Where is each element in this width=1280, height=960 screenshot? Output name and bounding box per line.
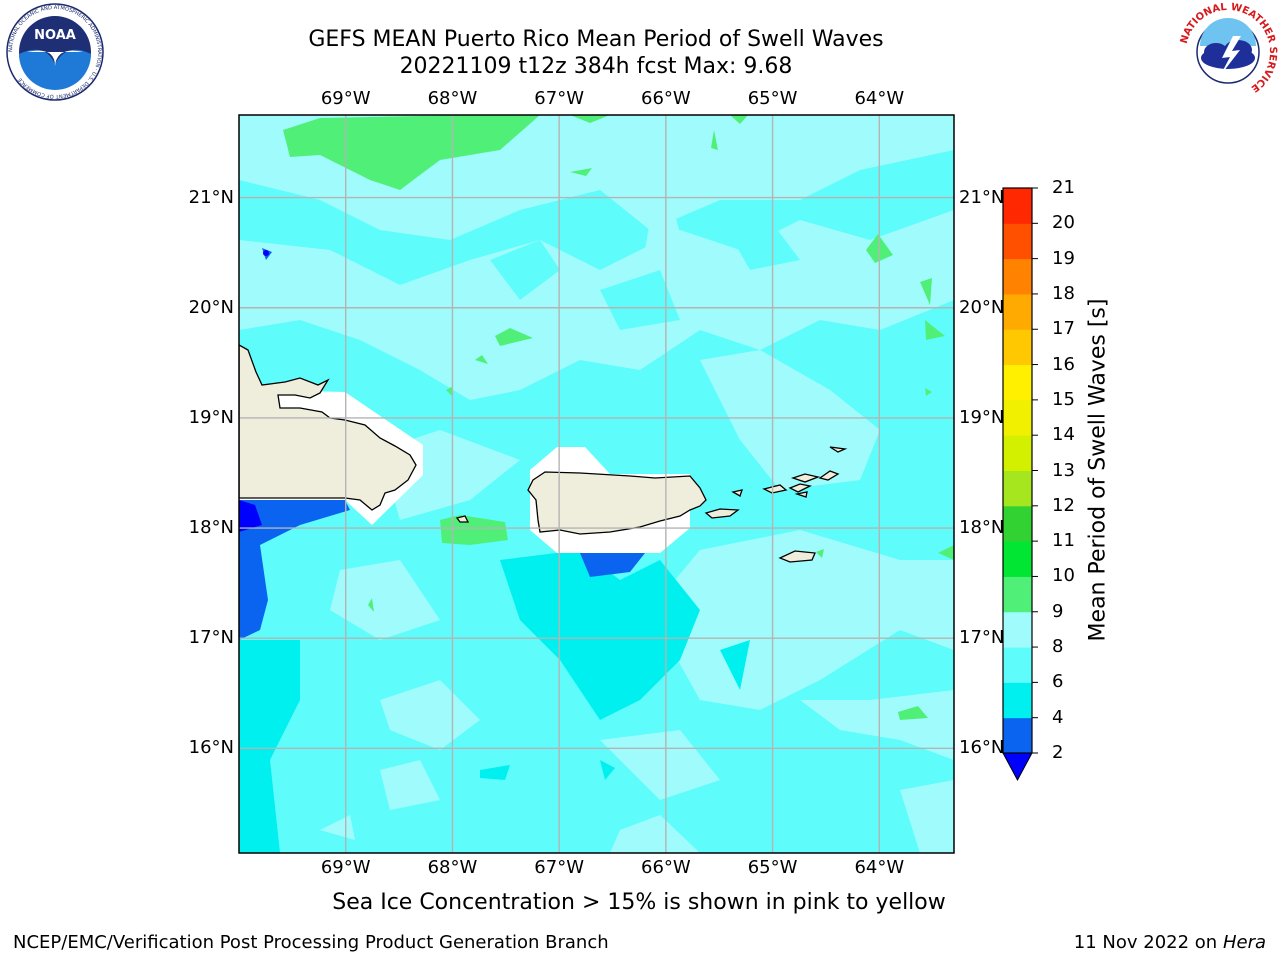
vieques-island [704,508,740,519]
colorbar-band [1003,611,1032,648]
chart-subtitle-run: 20221109 t12z 384h fcst Max: 9.68 [399,54,793,79]
swell-4-6s-zones [239,550,750,853]
longitude-label-bottom: 64°W [854,857,905,878]
latitude-label-left: 16°N [188,737,234,759]
colorbar-band [1003,223,1032,260]
gridlines [239,115,954,853]
colorbar-band [1003,505,1032,542]
footer-host: Hera [1222,932,1266,953]
colorbar-tick-label: 9 [1052,600,1064,622]
colorbar-title: Mean Period of Swell Waves [s] [1085,298,1111,642]
colorbar-tick-label: 19 [1052,247,1075,269]
latitude-label-left: 19°N [188,406,234,428]
colorbar-tick-label: 20 [1052,212,1075,234]
st-thomas-island [762,484,788,494]
latitude-label-right: 20°N [959,296,1005,318]
anegada-island [829,446,848,453]
colorbar-band [1003,364,1032,401]
culebra-island [731,489,743,497]
land-masses [239,344,848,563]
colorbar-band [1003,682,1032,719]
colorbar [1002,187,1038,782]
colorbar-band [1003,541,1032,577]
colorbar-band [1003,188,1032,224]
colorbar-band [1003,576,1032,613]
puerto-rico-landmass [527,471,707,535]
swell-9-10s-patches [283,115,954,720]
colorbar-band [1003,717,1032,754]
footer-date: 11 Nov 2022 on Hera [1074,932,1266,953]
colorbar-band [1003,258,1032,295]
colorbar-tick-label: 8 [1052,636,1064,658]
desecheo-island [455,515,470,523]
colorbar-band [1003,329,1032,366]
colorbar-band [1003,293,1032,330]
virgin-gorda-island [818,470,840,481]
latitude-label-right: 19°N [959,406,1005,428]
latitude-label-left: 20°N [188,296,234,318]
noaa-logo: NATIONAL OCEANIC AND ATMOSPHERIC ADMINIS… [6,3,104,101]
longitude-label-top: 69°W [320,88,371,109]
longitude-label-top: 65°W [747,88,798,109]
chart-title: GEFS MEAN Puerto Rico Mean Period of Swe… [308,27,884,52]
colorbar-band [1003,435,1032,471]
longitude-label-top: 64°W [854,88,905,109]
colorbar-band [1003,470,1032,507]
colorbar-tick-label: 2 [1052,742,1064,763]
north-islet [794,491,808,498]
longitude-label-bottom: 67°W [534,857,584,878]
latitude-label-right: 18°N [959,517,1005,539]
latitude-label-right: 17°N [959,627,1005,649]
st-croix-island [778,550,816,563]
footer-credit: NCEP/EMC/Verification Post Processing Pr… [13,932,609,953]
tortola-island [790,473,821,483]
map-frame [238,114,955,854]
longitude-label-top: 66°W [641,88,691,109]
colorbar-tick-label: 16 [1052,353,1075,375]
noaa-logo-text: NOAA [34,28,76,43]
colorbar-tick-label: 6 [1052,671,1064,693]
colorbar-tick-label: 14 [1052,424,1075,446]
colorbar-band [1003,647,1032,683]
swell-6-8s-patches [239,180,800,330]
colorbar-tick-label: 11 [1052,530,1075,552]
longitude-label-bottom: 69°W [320,857,371,878]
swell-below-2s-zones [239,250,269,532]
nws-logo: NATIONAL WEATHER SERVICE [1179,2,1278,100]
longitude-label-top: 68°W [427,88,478,109]
colorbar-under-triangle [1002,752,1033,782]
latitude-label-left: 17°N [188,627,234,649]
colorbar-frame [1002,187,1033,754]
colorbar-tick-label: 4 [1052,706,1064,728]
colorbar-tick-label: 12 [1052,494,1075,516]
colorbar-tick-label: 15 [1052,388,1075,410]
latitude-label-right: 16°N [959,737,1005,759]
longitude-label-bottom: 66°W [641,857,691,878]
colorbar-tick-label: 18 [1052,282,1075,304]
longitude-label-bottom: 68°W [427,857,478,878]
colorbar-tick-label: 17 [1052,318,1075,340]
longitude-label-bottom: 65°W [747,857,798,878]
colorbar-tick-label: 10 [1052,565,1075,587]
latitude-label-left: 18°N [188,517,234,539]
colorbar-band [1003,399,1032,436]
map-plot-area [239,115,954,853]
latitude-label-left: 21°N [188,186,234,208]
sea-ice-note: Sea Ice Concentration > 15% is shown in … [332,890,946,915]
latitude-label-right: 21°N [959,186,1005,208]
footer-date-text: 11 Nov 2022 on [1073,932,1218,953]
longitude-label-top: 67°W [534,88,584,109]
colorbar-tick-label: 21 [1052,177,1075,198]
st-john-island [788,483,812,493]
colorbar-tick-label: 13 [1052,459,1075,481]
